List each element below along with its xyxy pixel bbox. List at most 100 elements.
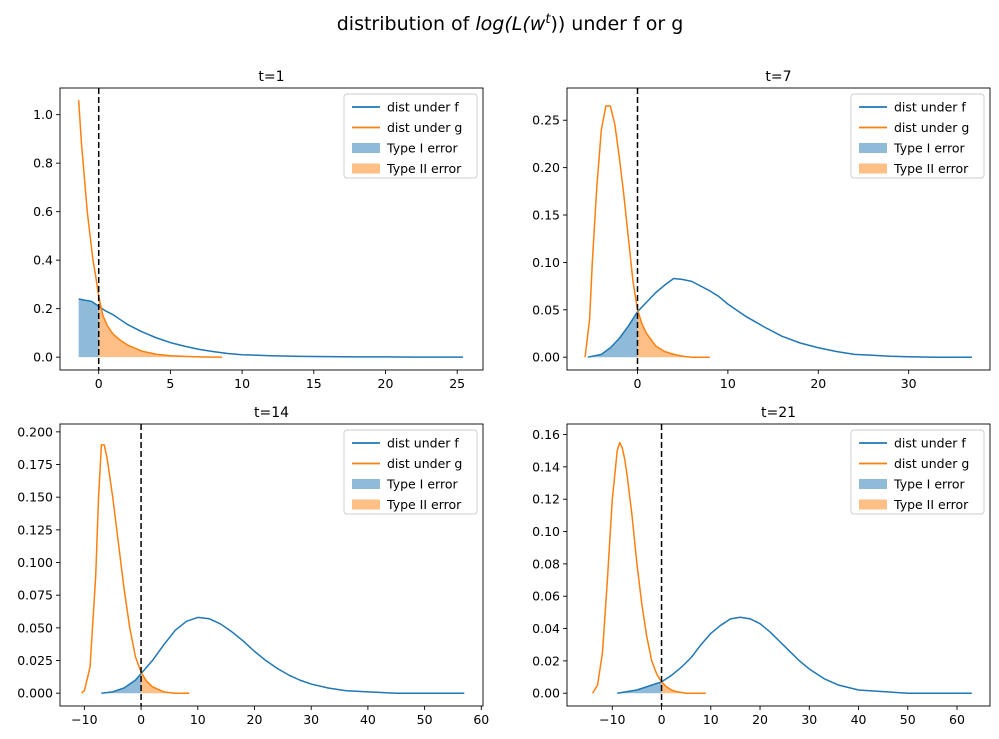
legend: dist under f dist under g Type I error Type… [850,429,985,515]
axes-frame [566,87,991,371]
subplot-3: −10 0 10 20 30 40 50 60 0.000 0.025 0.050 0.075 0.10… [17,405,489,727]
y-tick-label: 0.12 [532,492,560,507]
legend-type2-swatch [859,163,887,174]
y-tick-label: 1.0 [33,107,53,122]
legend-box [850,93,985,179]
x-tick-label: 10 [703,712,719,727]
type1-error-area [617,681,662,694]
x-tick-label: 30 [303,712,319,727]
g-distribution-line [584,105,710,358]
x-tick-label: 20 [247,712,263,727]
subplot-2: 0 10 20 30 0.00 0.05 0.10 0.15 0.20 0.25 t=7 dist u… [532,69,991,391]
subplot-title: t=7 [765,69,791,85]
g-distribution-line [81,444,190,694]
legend-type1-label: Type I error [893,477,965,492]
axes-frame [59,423,484,707]
y-tick-label: 0.04 [532,621,560,636]
figure-title-math-close: )) [550,13,565,35]
legend-f-label: dist under f [387,100,459,115]
y-tick-label: 0.10 [532,524,560,539]
y-tick-label: 0.2 [33,301,53,316]
legend-f-label: dist under f [894,100,966,115]
x-tick-label: 30 [801,712,817,727]
x-tick-label: 40 [851,712,867,727]
x-tick-label: 50 [900,712,916,727]
y-tick-label: 0.0 [33,350,53,365]
y-tick-label: 0.150 [17,490,53,505]
x-tick-label: 60 [949,712,965,727]
y-tick-label: 0.00 [532,350,560,365]
y-tick-label: 0.000 [17,686,53,701]
y-tick-label: 0.25 [532,113,560,128]
axes-frame [566,423,991,707]
legend-g-label: dist under g [387,120,462,135]
subplot-4: −10 0 10 20 30 40 50 60 0.00 0.02 0.04 0.06 0.08 0.10… [532,405,991,727]
g-distribution-line [591,441,706,694]
legend-type2-swatch [352,499,380,510]
y-tick-label: 0.8 [33,156,53,171]
f-distribution-line [617,616,972,694]
legend-type2-swatch [859,499,887,510]
subplot-title: t=14 [254,405,289,421]
legend-type1-swatch [352,479,380,489]
type1-error-area [78,298,99,358]
x-tick-label: 25 [449,376,465,391]
x-tick-label: 50 [417,712,433,727]
subplot-title: t=1 [258,69,284,85]
y-tick-label: 0.125 [17,522,53,537]
x-tick-label: 0 [95,376,103,391]
figure-title: distribution of log(L(wt)) under f or g [337,12,684,35]
type1-error-area [587,311,638,358]
legend: dist under f dist under g Type I error Type… [343,93,478,179]
x-tick-label: 20 [752,712,768,727]
legend-type1-label: Type I error [893,141,965,156]
y-tick-label: 0.14 [532,459,560,474]
type2-error-area [637,309,710,358]
legend-type1-swatch [859,143,887,153]
type2-error-area [141,672,190,694]
y-tick-label: 0.050 [17,620,53,635]
y-tick-label: 0.08 [532,556,560,571]
y-tick-label: 0.00 [532,686,560,701]
y-tick-label: 0.200 [17,424,53,439]
x-tick-label: 10 [720,376,736,391]
legend-type1-swatch [352,143,380,153]
x-tick-label: 15 [306,376,322,391]
legend-type2-label: Type II error [386,497,462,512]
x-tick-label: 40 [360,712,376,727]
legend-type2-label: Type II error [386,161,462,176]
x-tick-label: 60 [473,712,489,727]
legend-g-label: dist under g [387,456,462,471]
x-tick-label: 30 [901,376,917,391]
figure-title-suffix: under f or g [565,13,683,35]
x-tick-label: 10 [190,712,206,727]
legend: dist under f dist under g Type I error Type… [343,429,478,515]
y-tick-label: 0.02 [532,653,560,668]
x-tick-label: −10 [599,712,625,727]
x-tick-label: 5 [166,376,174,391]
legend-f-label: dist under f [894,436,966,451]
g-distribution-line [77,100,223,358]
y-tick-label: 0.05 [532,302,560,317]
y-tick-label: 0.20 [532,160,560,175]
axes-frame [59,87,484,371]
y-tick-label: 0.06 [532,589,560,604]
y-tick-label: 0.075 [17,588,53,603]
x-tick-label: 0 [658,712,666,727]
subplot-title: t=21 [761,405,796,421]
f-distribution-line [78,298,463,358]
legend-type2-swatch [352,163,380,174]
legend-g-label: dist under g [894,120,969,135]
type2-error-area [661,681,706,694]
x-tick-label: 0 [634,376,642,391]
legend-box [343,429,478,515]
x-tick-label: 10 [234,376,250,391]
figure-title-superscript: t [545,12,551,27]
f-distribution-line [101,616,465,694]
y-tick-label: 0.15 [532,208,560,223]
legend-f-label: dist under f [387,436,459,451]
y-tick-label: 0.175 [17,457,53,472]
figure-title-math: log(L(w [475,13,545,35]
x-tick-label: −10 [71,712,97,727]
legend-box [850,429,985,515]
